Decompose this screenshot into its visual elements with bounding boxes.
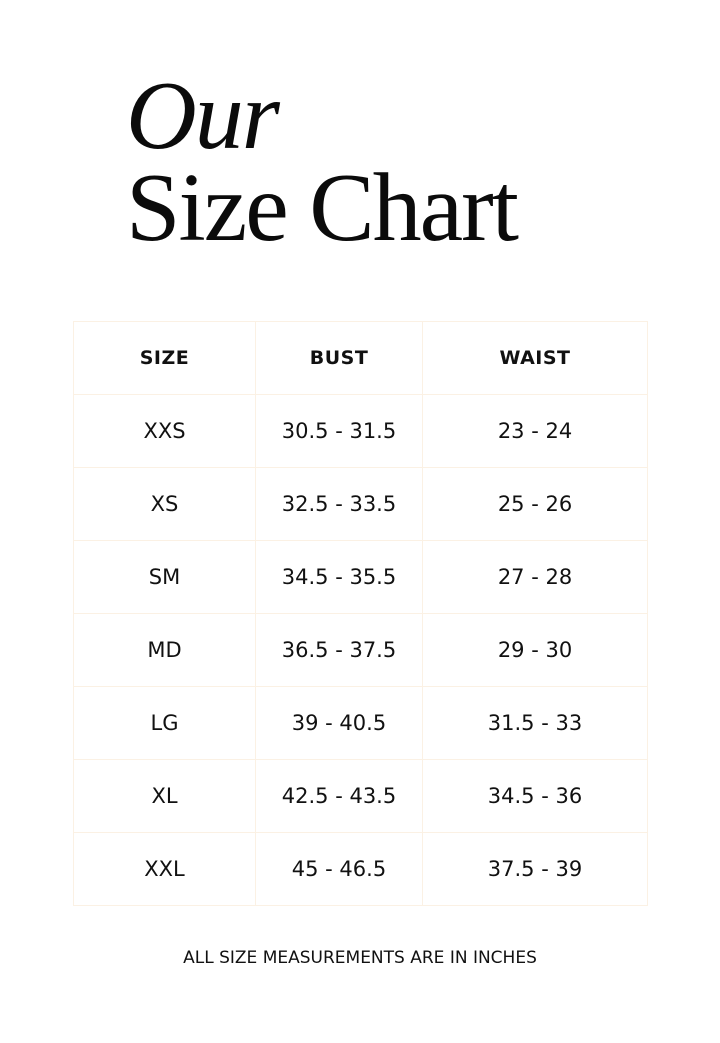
table-row: LG 39 - 40.5 31.5 - 33 [73,686,648,760]
size-cell: LG [73,686,256,760]
bust-cell: 39 - 40.5 [255,686,423,760]
size-cell: XL [73,759,256,833]
table-header-row: SIZE BUST WAIST [73,321,648,395]
size-cell: XXS [73,394,256,468]
waist-cell: 31.5 - 33 [422,686,648,760]
footnote: ALL SIZE MEASUREMENTS ARE IN INCHES [183,948,537,968]
table-row: MD 36.5 - 37.5 29 - 30 [73,613,648,687]
waist-cell: 23 - 24 [422,394,648,468]
title-line-2: Size Chart [126,154,519,262]
waist-cell: 34.5 - 36 [422,759,648,833]
waist-cell: 29 - 30 [422,613,648,687]
waist-cell: 25 - 26 [422,467,648,541]
title-line-1: Our [126,62,280,170]
header-size: SIZE [73,321,256,395]
size-cell: XXL [73,832,256,906]
table-row: XXL 45 - 46.5 37.5 - 39 [73,832,648,906]
bust-cell: 36.5 - 37.5 [255,613,423,687]
waist-cell: 37.5 - 39 [422,832,648,906]
header-waist: WAIST [422,321,648,395]
size-chart-table: SIZE BUST WAIST XXS 30.5 - 31.5 23 - 24 XS 3… [73,321,648,906]
table-row: SM 34.5 - 35.5 27 - 28 [73,540,648,614]
table-row: XL 42.5 - 43.5 34.5 - 36 [73,759,648,833]
bust-cell: 34.5 - 35.5 [255,540,423,614]
bust-cell: 32.5 - 33.5 [255,467,423,541]
bust-cell: 45 - 46.5 [255,832,423,906]
header-bust: BUST [255,321,423,395]
table-row: XS 32.5 - 33.5 25 - 26 [73,467,648,541]
bust-cell: 30.5 - 31.5 [255,394,423,468]
waist-cell: 27 - 28 [422,540,648,614]
size-cell: MD [73,613,256,687]
size-cell: SM [73,540,256,614]
size-cell: XS [73,467,256,541]
page-title: Our Size Chart [126,62,519,262]
table-row: XXS 30.5 - 31.5 23 - 24 [73,394,648,468]
bust-cell: 42.5 - 43.5 [255,759,423,833]
